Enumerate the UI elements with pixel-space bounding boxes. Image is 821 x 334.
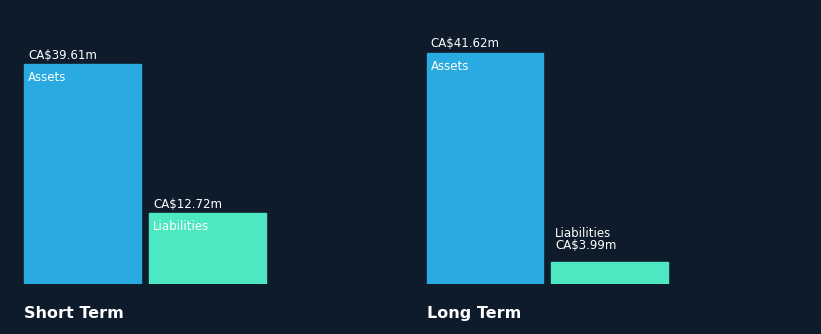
Text: Long Term: Long Term	[427, 306, 521, 321]
Text: Liabilities: Liabilities	[555, 227, 612, 239]
Text: Liabilities: Liabilities	[153, 220, 209, 233]
Text: CA$41.62m: CA$41.62m	[430, 37, 500, 50]
Text: Assets: Assets	[430, 60, 469, 73]
Bar	[25, 64, 141, 284]
Text: Short Term: Short Term	[25, 306, 124, 321]
Text: CA$39.61m: CA$39.61m	[28, 49, 97, 62]
Bar	[149, 213, 266, 284]
Bar	[552, 262, 668, 284]
Bar	[427, 53, 544, 284]
Text: CA$12.72m: CA$12.72m	[153, 198, 222, 211]
Text: CA$3.99m: CA$3.99m	[555, 239, 617, 253]
Text: Assets: Assets	[28, 71, 67, 84]
